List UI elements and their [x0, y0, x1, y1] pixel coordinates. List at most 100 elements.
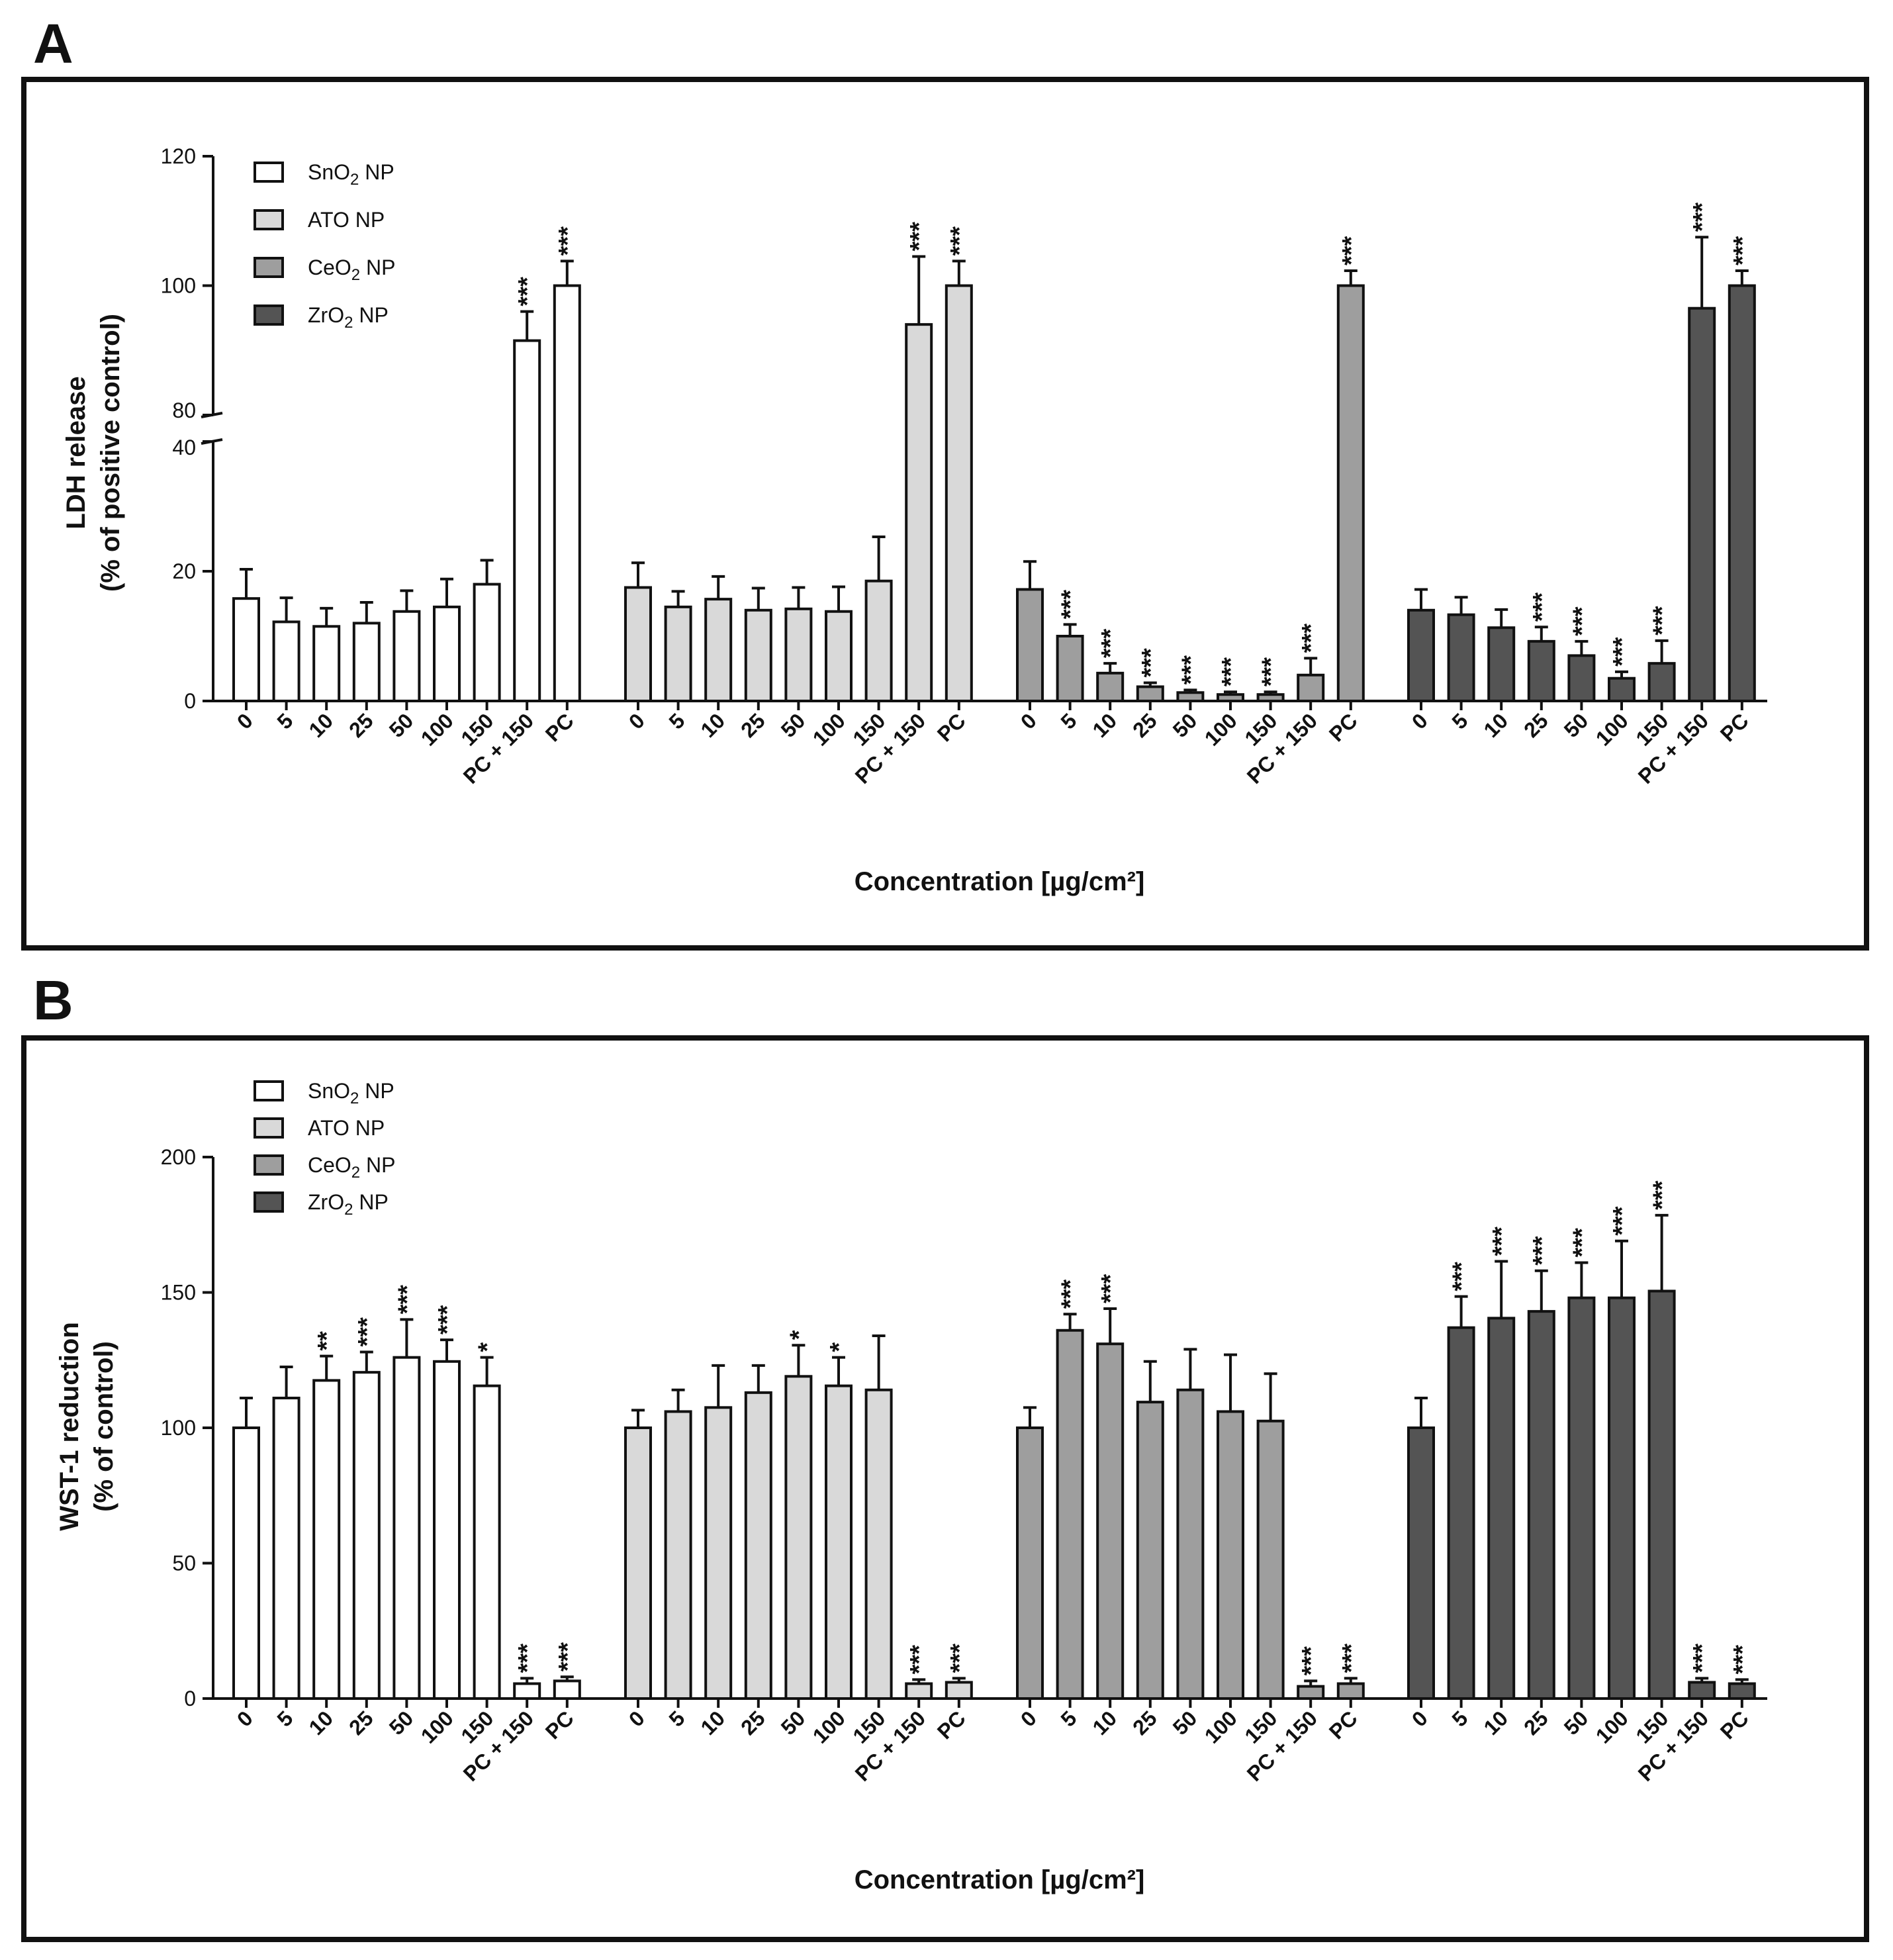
- significance-label: ***: [1177, 655, 1205, 685]
- x-tick-label: 10: [1088, 1706, 1122, 1740]
- significance-label: ***: [1057, 590, 1085, 620]
- bar: [1647, 1289, 1676, 1700]
- significance-label: ***: [1137, 648, 1165, 678]
- x-tick-label: 50: [776, 708, 810, 742]
- x-tick-label: 10: [1088, 708, 1122, 742]
- x-tick-label: 5: [273, 708, 298, 733]
- bar: [864, 1388, 893, 1700]
- x-tick-label: 50: [1168, 708, 1202, 742]
- significance-label: ***: [1568, 1228, 1596, 1258]
- bar: [1728, 284, 1756, 702]
- bar: [1096, 1342, 1125, 1700]
- x-tick-label: 25: [1128, 1706, 1162, 1740]
- bar: [1688, 1681, 1716, 1700]
- x-tick-label: 25: [344, 708, 378, 742]
- x-tick-label: 50: [1168, 1706, 1202, 1740]
- x-tick-label: 100: [808, 1706, 850, 1748]
- bar: [704, 1406, 733, 1700]
- x-tick-label: PC: [1716, 1706, 1753, 1744]
- bar: [1688, 306, 1716, 702]
- bar: [1407, 608, 1435, 702]
- x-tick-label: 10: [1479, 708, 1513, 742]
- panel-b-letter: B: [33, 969, 73, 1031]
- significance-label: ***: [1097, 629, 1125, 659]
- x-tick-label: 0: [1016, 1706, 1041, 1731]
- bar-group-ceonp: *** *** *** ***: [1016, 1274, 1365, 1701]
- bar: [704, 598, 733, 703]
- x-tick-label: 0: [624, 708, 649, 733]
- chart-b-ylabel-line1: WST-1 reduction: [55, 1322, 84, 1531]
- chart-a-legend: SnO2 NP ATO NP CeO2 NP ZrO2 NP: [254, 160, 396, 332]
- bar: [1527, 639, 1555, 703]
- x-tick-label: 50: [776, 1706, 810, 1740]
- bar: [1256, 1419, 1285, 1700]
- bar: [945, 1681, 973, 1700]
- bar: [232, 1426, 260, 1700]
- bar: [473, 583, 501, 702]
- x-tick-label: 100: [1591, 708, 1633, 750]
- chart-b-ylabel-line2: (% of control): [89, 1341, 118, 1512]
- chart-b-legend: SnO2 NP ATO NP CeO2 NP ZrO2 NP: [254, 1079, 396, 1219]
- y-tick-label: 50: [172, 1552, 196, 1575]
- significance-label: ***: [1608, 637, 1636, 667]
- x-tick-label: 25: [1128, 708, 1162, 742]
- significance-label: ***: [905, 222, 933, 252]
- x-tick-label: PC: [1324, 1706, 1362, 1744]
- x-tick-label: 5: [1056, 1706, 1082, 1731]
- bar: [1608, 677, 1636, 702]
- y-tick-label: 80: [172, 398, 196, 422]
- significance-label: ***: [1528, 1236, 1556, 1266]
- bar: [312, 1379, 341, 1701]
- x-tick-label: 10: [696, 1706, 730, 1740]
- x-tick-label: 10: [304, 1706, 338, 1740]
- y-tick-label: 20: [172, 559, 196, 583]
- bar: [784, 1375, 813, 1701]
- legend-swatch: [254, 209, 284, 230]
- bar: [664, 1410, 692, 1700]
- x-tick-label: 25: [344, 1706, 378, 1740]
- legend-swatch: [254, 304, 284, 326]
- chart-a-ylabel-line2: (% of positive control): [96, 314, 125, 592]
- significance-label: ***: [393, 1285, 421, 1315]
- bar: [825, 1384, 853, 1700]
- x-tick-label: 10: [696, 708, 730, 742]
- bar: [744, 608, 772, 702]
- bar: [1567, 654, 1596, 703]
- y-tick-label: 100: [161, 274, 196, 298]
- chart-b: WST-1 reduction (% of control) Concentra…: [55, 1079, 1767, 1894]
- significance-label: ***: [514, 1644, 541, 1673]
- x-tick-label: 5: [1448, 708, 1473, 733]
- bar: [905, 323, 933, 702]
- significance-label: ***: [946, 1644, 974, 1673]
- significance-label: ***: [905, 1645, 933, 1675]
- x-tick-label: 5: [665, 708, 690, 733]
- bar: [1728, 1682, 1756, 1700]
- bar: [473, 1384, 501, 1700]
- significance-label: ***: [1688, 1644, 1716, 1673]
- x-tick-label: 0: [1407, 708, 1432, 733]
- significance-label: ***: [1057, 1280, 1085, 1309]
- bar: [1647, 662, 1676, 702]
- x-tick-label: 10: [304, 708, 338, 742]
- y-tick-label: 100: [161, 1416, 196, 1440]
- bar-group-zronp: *** *** *** *** *** *** *** ***: [1407, 1180, 1757, 1701]
- bar: [1056, 1329, 1084, 1700]
- bar: [392, 610, 421, 703]
- bar-group-snonp: ** ************* ***: [232, 1285, 582, 1701]
- significance-label: *: [825, 1342, 853, 1352]
- legend-label: ATO NP: [308, 1116, 385, 1140]
- x-tick-label: 5: [273, 1706, 298, 1731]
- x-tick-label: 50: [385, 1706, 418, 1740]
- significance-label: ***: [1297, 1646, 1325, 1676]
- x-tick-label: 100: [1200, 1706, 1242, 1748]
- x-tick-label: 25: [1519, 1706, 1553, 1740]
- x-tick-label: 5: [1448, 1706, 1473, 1731]
- bar: [1297, 1685, 1325, 1700]
- x-tick-label: PC: [933, 708, 970, 746]
- bar: [433, 605, 461, 703]
- bar: [664, 605, 692, 703]
- bar: [1297, 673, 1325, 702]
- chart-a-xlabel: Concentration [µg/cm²]: [854, 867, 1145, 896]
- bar: [945, 284, 973, 702]
- chart-a-axes: 0 20 40 80 100 120: [161, 144, 1767, 713]
